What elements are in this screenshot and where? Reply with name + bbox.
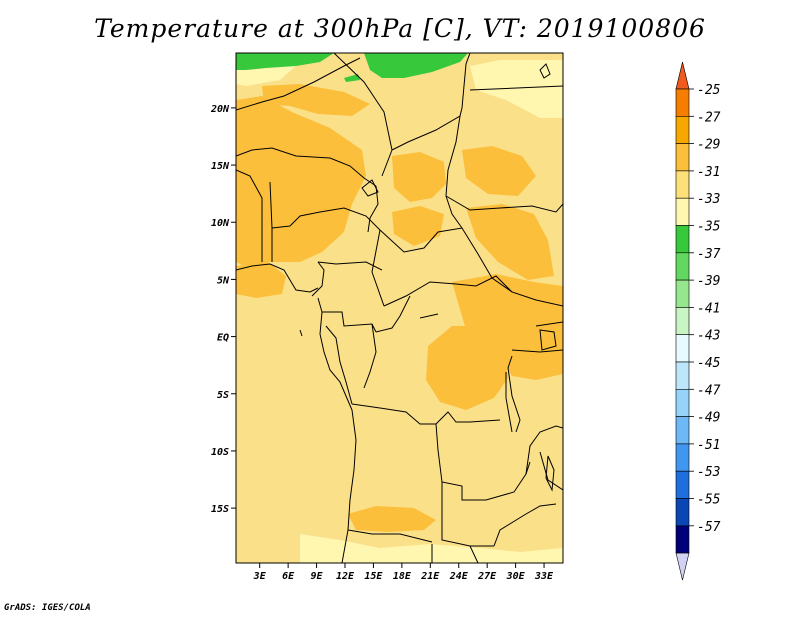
- warm-patch-uganda: [452, 274, 563, 380]
- colorbar-label: -31: [697, 165, 720, 180]
- lon-tick-label: 12E: [336, 571, 355, 582]
- coastlines: [236, 63, 557, 563]
- colorbar-swatch: [675, 388, 690, 417]
- lon-tick-label: 24E: [449, 571, 469, 582]
- lon-tick-label: 18E: [393, 571, 412, 582]
- lon-tick-label: 3E: [253, 571, 267, 582]
- lon-tick-label: 9E: [311, 571, 324, 582]
- colorbar-label: -37: [697, 247, 721, 262]
- lat-tick-label: 5S: [217, 390, 229, 401]
- colorbar-swatch: [675, 279, 690, 308]
- temperature-field: [236, 53, 563, 563]
- colorbar-label: -45: [697, 356, 721, 371]
- colorbar-swatch: [675, 197, 690, 226]
- lat-tick-label: 15N: [211, 161, 230, 172]
- colorbar-swatch: [675, 416, 690, 445]
- colorbar-label: -35: [697, 220, 721, 235]
- green-patch-small: [344, 74, 360, 82]
- lat-tick-label: 15S: [211, 504, 229, 515]
- lat-tick-label: 5N: [217, 275, 230, 286]
- colorbar-top-arrow: [675, 61, 690, 90]
- warm-patch-north-central: [262, 84, 370, 116]
- colorbar-label: -41: [697, 301, 720, 316]
- warm-patch-angola: [348, 506, 436, 532]
- colorbar: -25 -27 -29 -31 -33 -35 -37 -39 -41 -43 -45 -47 -49 -…: [675, 61, 721, 581]
- colorbar-label: -53: [697, 465, 720, 480]
- green-patch-east: [364, 53, 468, 78]
- colorbar-swatch: [675, 307, 690, 335]
- warm-patch-south-sudan: [466, 204, 554, 280]
- latitude-axis: 20N 15N 10N 5N EQ 5S 10S 15S: [210, 104, 236, 515]
- colorbar-swatch: [675, 252, 690, 281]
- lon-tick-label: 33E: [534, 571, 554, 582]
- lat-tick-label: 10S: [211, 447, 229, 458]
- colorbar-label: -25: [697, 83, 721, 98]
- colorbar-label: -43: [697, 329, 720, 344]
- colorbar-swatch: [675, 525, 690, 554]
- country-boundaries: [236, 53, 563, 563]
- chart-title: Temperature at 300hPa [C], VT: 201910080…: [94, 14, 706, 43]
- colorbar-label: -51: [697, 438, 720, 453]
- longitude-axis: 3E 6E 9E 12E 15E 18E 21E 24E 27E 30E 33E: [253, 563, 554, 582]
- lat-tick-label: 10N: [211, 218, 230, 229]
- colorbar-label: -49: [697, 411, 720, 426]
- colorbar-swatch: [675, 470, 690, 499]
- lon-tick-label: 30E: [506, 571, 526, 582]
- colorbar-swatch: [675, 170, 690, 199]
- colorbar-swatch: [675, 116, 690, 144]
- warm-patch-west-sahel: [236, 96, 366, 266]
- map-frame: [235, 52, 564, 564]
- warm-patch-chad: [392, 152, 446, 202]
- lon-tick-label: 15E: [364, 571, 383, 582]
- warm-patch-car: [392, 206, 444, 246]
- colorbar-bottom-arrow: [675, 552, 690, 581]
- colorbar-swatch: [675, 143, 690, 172]
- colorbar-swatch: [675, 443, 690, 472]
- cool-patch-north-east: [470, 60, 563, 118]
- colorbar-label: -33: [697, 192, 720, 207]
- colorbar-swatch: [675, 334, 690, 363]
- colorbar-swatch: [675, 88, 690, 117]
- warm-patch-congo-basin: [426, 326, 508, 410]
- lon-tick-label: 21E: [420, 571, 440, 582]
- colorbar-label: -39: [697, 274, 720, 289]
- grads-credit: GrADS: IGES/COLA: [4, 603, 91, 613]
- green-patch-west: [236, 53, 334, 70]
- warm-patch-gulf: [236, 262, 286, 298]
- colorbar-label: -29: [697, 138, 720, 153]
- colorbar-label: -47: [697, 383, 721, 398]
- colorbar-swatch: [675, 225, 690, 254]
- lat-tick-label: EQ: [217, 333, 229, 344]
- lon-tick-label: 6E: [282, 571, 295, 582]
- lon-tick-label: 27E: [477, 571, 497, 582]
- lat-tick-label: 20N: [210, 104, 230, 115]
- colorbar-label: -57: [697, 520, 721, 535]
- colorbar-label: -27: [697, 110, 721, 125]
- colorbar-label: -55: [697, 493, 721, 508]
- colorbar-swatch: [675, 361, 690, 390]
- colorbar-swatch: [675, 498, 690, 527]
- warm-patch-sudan: [462, 146, 536, 196]
